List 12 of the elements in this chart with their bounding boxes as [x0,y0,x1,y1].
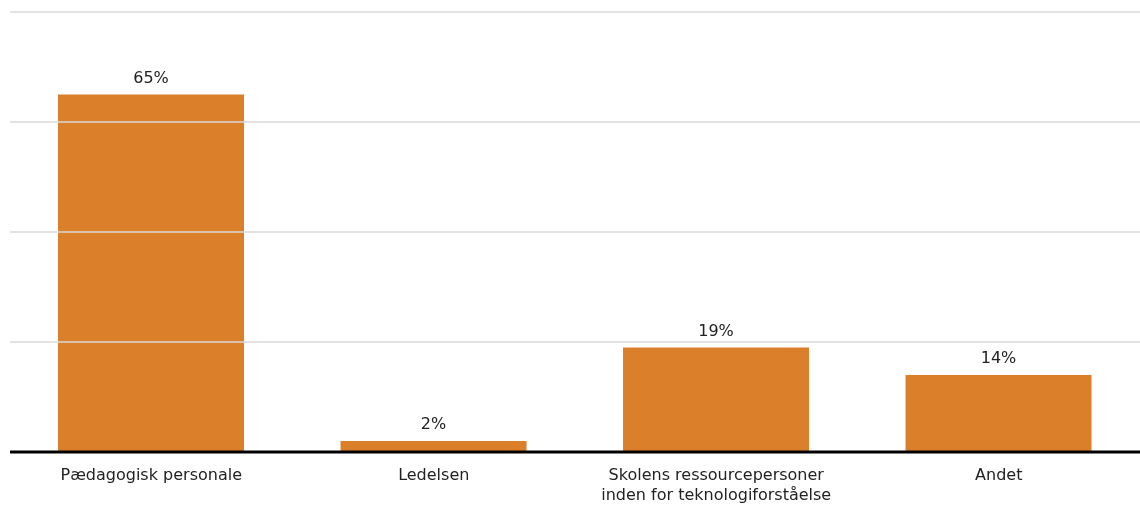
bar [58,94,245,452]
bar [905,375,1092,452]
data-label: 65% [133,67,169,87]
bar [623,347,810,452]
data-label: 19% [698,320,734,340]
bar [340,441,527,452]
x-tick-label: Ledelsen [398,465,470,484]
x-tick-label: Andet [975,465,1023,484]
x-tick-label: Pædagogisk personale [60,465,242,484]
data-label: 2% [420,414,447,433]
data-label: 14% [980,348,1017,367]
x-tick-label: Skolens ressourcepersoner inden for teknologiforståelse [601,465,832,504]
